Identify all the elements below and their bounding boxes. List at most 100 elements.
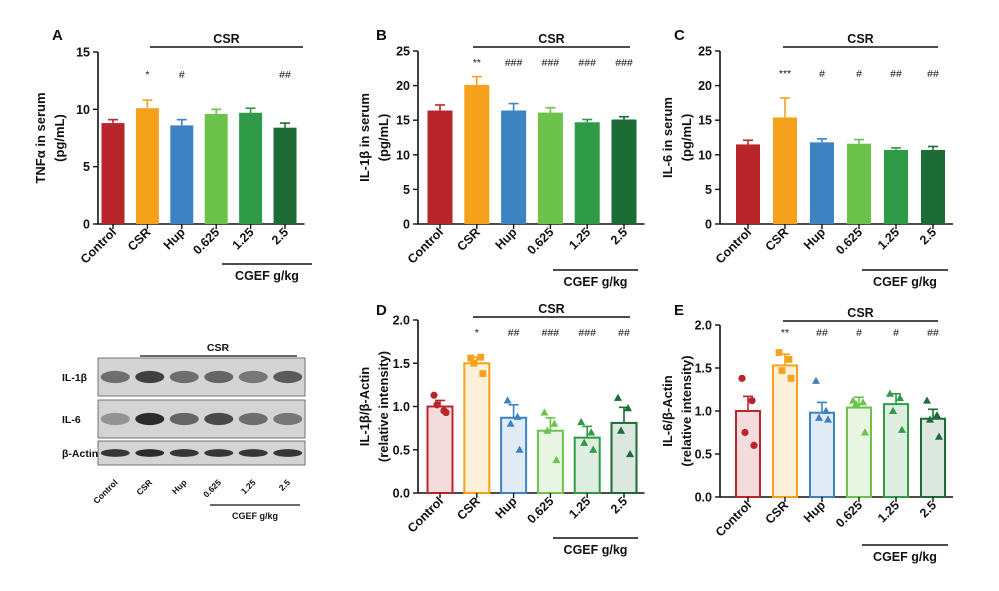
blot-row-label: IL-6 bbox=[62, 414, 81, 426]
significance-mark: ## bbox=[927, 327, 939, 339]
data-point bbox=[750, 441, 758, 449]
y-tick-label: 25 bbox=[396, 45, 410, 59]
y-tick-label: 15 bbox=[396, 114, 410, 128]
blot-row-label: IL-1β bbox=[62, 372, 88, 384]
blot-dose-label: CGEF g/kg bbox=[232, 511, 278, 521]
significance-mark: * bbox=[145, 69, 149, 81]
y-axis-label-unit: (pg/mL) bbox=[52, 114, 67, 162]
data-point bbox=[587, 428, 596, 436]
x-tick-label: 1.25 bbox=[566, 494, 593, 521]
y-tick-label: 10 bbox=[396, 148, 410, 162]
blot-band bbox=[100, 412, 130, 426]
data-point bbox=[824, 415, 832, 423]
bar-csr bbox=[772, 364, 798, 499]
y-tick-label: 1.0 bbox=[695, 405, 712, 419]
data-point bbox=[513, 412, 522, 420]
significance-mark: ### bbox=[615, 57, 633, 69]
significance-mark: # bbox=[819, 68, 825, 80]
data-point bbox=[896, 393, 904, 402]
significance-mark: # bbox=[893, 327, 899, 339]
panel-letter: D bbox=[376, 302, 387, 319]
data-point bbox=[787, 374, 795, 382]
data-point bbox=[738, 374, 746, 382]
x-tick-label: Hup bbox=[161, 225, 188, 252]
x-tick-label: Control bbox=[405, 225, 446, 266]
data-point bbox=[933, 411, 941, 419]
blot-lane-label: Control bbox=[91, 477, 119, 505]
significance-mark: ### bbox=[578, 57, 596, 69]
significance-mark: ## bbox=[279, 69, 291, 81]
bar-control bbox=[427, 110, 453, 224]
x-tick-label: 0.625 bbox=[525, 494, 557, 526]
x-tick-label: 1.25 bbox=[875, 225, 902, 252]
x-tick-label: CSR bbox=[763, 225, 792, 254]
data-point bbox=[479, 370, 487, 378]
data-point bbox=[617, 426, 625, 434]
x-tick-label: 2.5 bbox=[917, 498, 939, 520]
dose-label: CGEF g/kg bbox=[564, 275, 628, 289]
csr-label: CSR bbox=[213, 32, 239, 46]
chart-panel-e: E 0.0 0.5 1.0 1.5 2.0 IL-6/β-Actin (relative in… bbox=[660, 302, 953, 564]
dose-label: CGEF g/kg bbox=[235, 269, 299, 283]
blot-csr-label: CSR bbox=[207, 342, 230, 354]
blot-band bbox=[273, 370, 303, 384]
y-tick-label: 5 bbox=[403, 183, 410, 197]
significance-mark: ** bbox=[473, 57, 481, 69]
bar-1.25 bbox=[573, 436, 601, 495]
y-axis-label: IL-6 in serum bbox=[660, 97, 675, 178]
blot-band bbox=[238, 370, 268, 384]
chart-panel-c: C 0 5 10 15 20 25 IL-6 in serum (pg/mL) Control CS… bbox=[660, 27, 953, 289]
x-tick-label: Hup bbox=[493, 494, 520, 521]
chart-panel-b: B 0 5 10 15 20 25 IL-1β in serum (pg/mL) Control C… bbox=[357, 27, 645, 289]
y-tick-label: 25 bbox=[698, 45, 712, 59]
data-point bbox=[580, 438, 589, 446]
blot-band bbox=[238, 412, 268, 426]
significance-mark: *** bbox=[779, 68, 791, 80]
blot-lane-label: 2.5 bbox=[277, 477, 293, 493]
significance-mark: # bbox=[179, 69, 185, 81]
y-axis-label: IL-1β in serum bbox=[357, 93, 372, 182]
data-point bbox=[778, 367, 786, 374]
blot-band bbox=[204, 370, 234, 384]
y-tick-label: 1.5 bbox=[393, 357, 410, 371]
x-tick-label: 2.5 bbox=[608, 225, 630, 247]
bar-csr bbox=[463, 362, 491, 494]
data-point bbox=[624, 404, 632, 412]
significance-mark: ## bbox=[816, 327, 828, 339]
significance-mark: ## bbox=[508, 327, 520, 339]
y-tick-label: 2.0 bbox=[393, 314, 410, 328]
y-tick-label: 1.5 bbox=[695, 362, 712, 376]
data-point bbox=[852, 399, 860, 408]
y-tick-label: 0.5 bbox=[695, 448, 712, 462]
panel-letter: E bbox=[674, 302, 684, 319]
blot-band bbox=[204, 412, 234, 426]
panel-letter: C bbox=[674, 27, 685, 44]
blot-lane-label: Hup bbox=[170, 477, 189, 496]
y-tick-label: 2.0 bbox=[695, 319, 712, 333]
bar-2.5 bbox=[610, 421, 638, 494]
y-axis-label-unit: (relative intensity) bbox=[679, 355, 694, 466]
panel-letter: A bbox=[52, 27, 63, 44]
western-blot: CSR IL-1β IL-6 β-Actin Control CSR Hup 0.625 1.2… bbox=[62, 342, 306, 521]
blot-band bbox=[169, 449, 199, 457]
data-point bbox=[926, 415, 934, 423]
data-point bbox=[812, 376, 820, 384]
blot-band bbox=[238, 449, 268, 457]
blot-band bbox=[100, 370, 130, 384]
blot-strip bbox=[97, 440, 306, 466]
bar-0.625 bbox=[846, 406, 872, 498]
y-tick-label: 1.0 bbox=[393, 400, 410, 414]
blot-band bbox=[273, 412, 303, 426]
data-point bbox=[822, 406, 830, 414]
bar-1.25 bbox=[883, 403, 909, 498]
significance-mark: ### bbox=[505, 57, 523, 69]
bar-csr bbox=[464, 84, 490, 225]
x-tick-label: 2.5 bbox=[917, 225, 939, 247]
y-tick-label: 10 bbox=[698, 148, 712, 162]
data-point bbox=[442, 408, 450, 417]
x-tick-label: Control bbox=[713, 498, 754, 539]
y-tick-label: 20 bbox=[396, 79, 410, 93]
x-tick-label: 1.25 bbox=[566, 225, 593, 252]
data-point bbox=[433, 401, 441, 409]
